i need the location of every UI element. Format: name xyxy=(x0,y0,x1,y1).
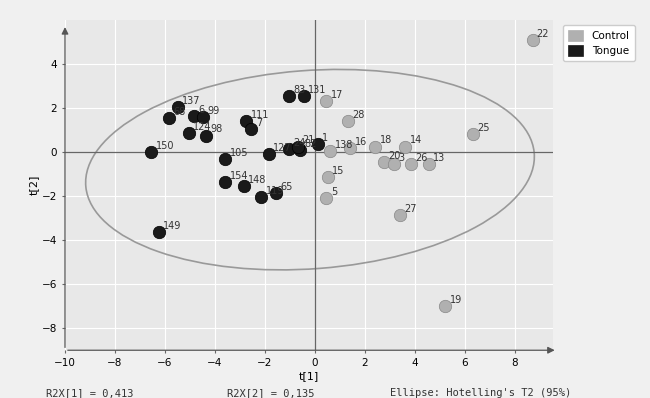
Text: 6: 6 xyxy=(198,105,204,115)
Point xyxy=(325,148,335,154)
Text: 28: 28 xyxy=(352,110,365,120)
Text: 19: 19 xyxy=(450,295,461,305)
Text: 98: 98 xyxy=(211,125,223,135)
Text: 111: 111 xyxy=(251,110,269,120)
Text: 82: 82 xyxy=(304,139,317,149)
Text: R2X[1] = 0,413: R2X[1] = 0,413 xyxy=(46,388,133,398)
Text: 127: 127 xyxy=(273,143,292,153)
Text: 7: 7 xyxy=(255,118,262,128)
Point xyxy=(406,161,417,167)
Point xyxy=(295,146,306,153)
Point xyxy=(312,141,322,148)
Y-axis label: t[2]: t[2] xyxy=(29,175,39,195)
Point xyxy=(283,146,294,152)
Point xyxy=(246,126,257,132)
Point xyxy=(220,179,230,185)
Point xyxy=(188,113,199,119)
Text: 131: 131 xyxy=(308,85,326,95)
Text: 20: 20 xyxy=(388,151,400,161)
Point xyxy=(344,144,355,151)
Text: 138: 138 xyxy=(335,140,353,150)
X-axis label: t[1]: t[1] xyxy=(298,371,319,380)
Point xyxy=(271,189,281,196)
Point xyxy=(400,143,410,150)
Text: 26: 26 xyxy=(416,153,428,163)
Text: 148: 148 xyxy=(248,175,266,185)
Point xyxy=(241,118,252,125)
Text: 21: 21 xyxy=(302,135,315,145)
Point xyxy=(256,194,266,200)
Point xyxy=(527,37,538,43)
Text: 65: 65 xyxy=(281,181,293,192)
Point xyxy=(378,159,389,165)
Point xyxy=(321,195,332,201)
Point xyxy=(172,104,183,110)
Point xyxy=(467,131,478,138)
Point xyxy=(164,115,174,121)
Point xyxy=(440,303,450,309)
Point xyxy=(220,156,230,162)
Point xyxy=(263,151,274,158)
Point xyxy=(343,118,353,125)
Text: 154: 154 xyxy=(229,171,248,181)
Point xyxy=(321,98,332,105)
Text: 25: 25 xyxy=(477,123,489,133)
Point xyxy=(153,229,164,236)
Text: 16: 16 xyxy=(354,137,367,146)
Text: 68: 68 xyxy=(174,107,185,117)
Text: 22: 22 xyxy=(536,29,549,39)
Text: 124: 124 xyxy=(193,122,212,132)
Text: R2X[2] = 0,135: R2X[2] = 0,135 xyxy=(227,388,315,398)
Text: 27: 27 xyxy=(404,204,417,214)
Point xyxy=(201,132,211,139)
Point xyxy=(424,161,434,167)
Point xyxy=(146,149,157,155)
Point xyxy=(283,93,294,99)
Point xyxy=(298,93,309,99)
Text: 17: 17 xyxy=(331,90,343,100)
Point xyxy=(292,143,303,150)
Point xyxy=(239,183,249,189)
Text: 14: 14 xyxy=(410,135,422,145)
Text: 137: 137 xyxy=(182,96,200,106)
Point xyxy=(322,174,333,181)
Text: Ellipse: Hotelling's T2 (95%): Ellipse: Hotelling's T2 (95%) xyxy=(390,388,571,398)
Point xyxy=(198,113,208,120)
Text: 83: 83 xyxy=(293,85,306,95)
Text: 1: 1 xyxy=(322,133,328,143)
Point xyxy=(395,212,405,218)
Text: 24: 24 xyxy=(293,138,306,148)
Text: 15: 15 xyxy=(332,166,345,176)
Text: 99: 99 xyxy=(207,106,219,116)
Point xyxy=(389,161,399,167)
Text: 150: 150 xyxy=(156,141,174,151)
Text: 105: 105 xyxy=(229,148,248,158)
Text: 3: 3 xyxy=(398,153,404,163)
Text: 13: 13 xyxy=(434,153,445,163)
Point xyxy=(183,130,194,137)
Legend: Control, Tongue: Control, Tongue xyxy=(563,25,635,61)
Text: 149: 149 xyxy=(163,221,181,231)
Point xyxy=(370,143,380,150)
Text: 119: 119 xyxy=(266,186,284,196)
Text: 5: 5 xyxy=(331,187,337,197)
Text: 18: 18 xyxy=(380,135,392,145)
